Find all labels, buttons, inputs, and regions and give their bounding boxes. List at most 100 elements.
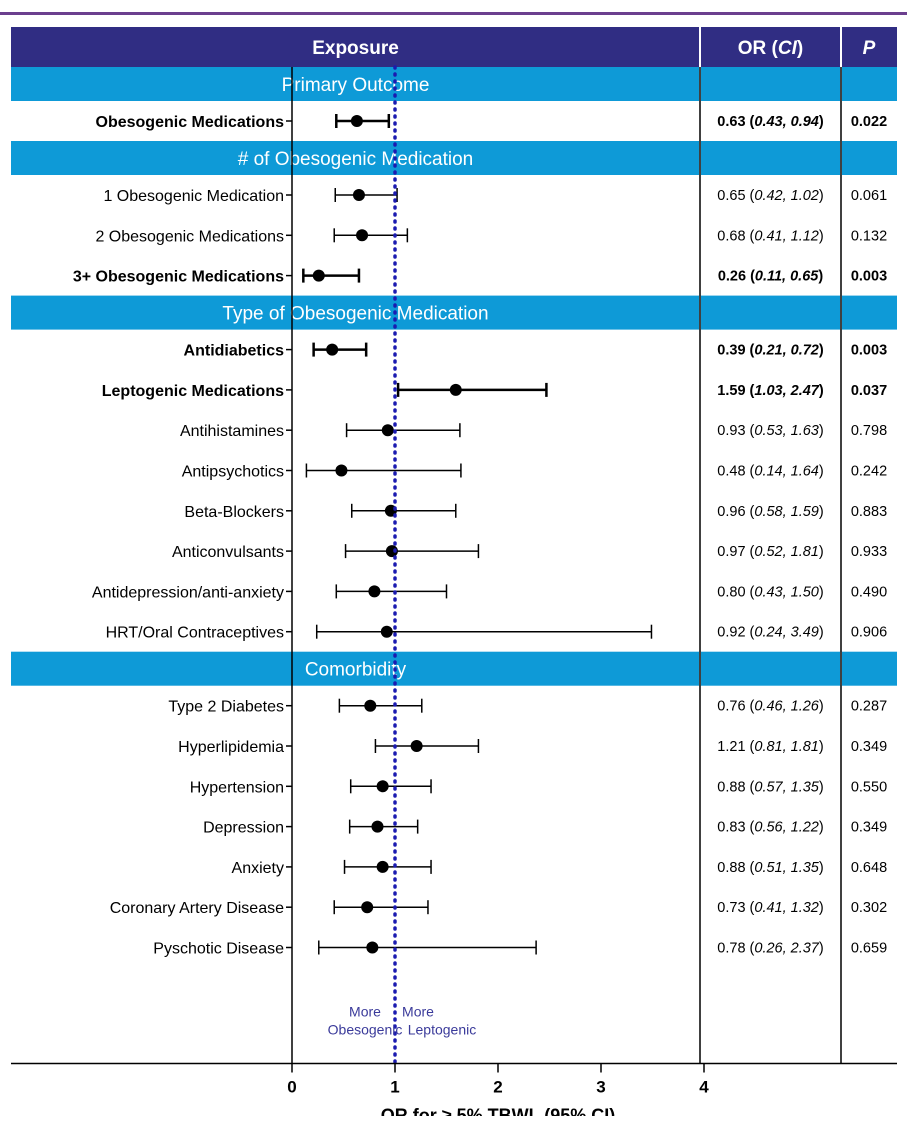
x-tick-label: 1 bbox=[390, 1078, 399, 1097]
p-value: 0.003 bbox=[851, 269, 887, 285]
header-or-ci: OR (CI) bbox=[738, 38, 803, 59]
ci-close: ) bbox=[819, 188, 824, 204]
row-label: Anxiety bbox=[232, 860, 284, 877]
ci-value: 0.24, 3.49 bbox=[754, 625, 819, 641]
section-header-bar bbox=[11, 295, 897, 330]
ci-close: ) bbox=[819, 544, 824, 560]
ci-open: ( bbox=[746, 739, 755, 755]
header-ci: CI bbox=[778, 38, 798, 59]
or-value: 1.59 bbox=[717, 383, 745, 399]
or-ci-value: 0.96 (0.58, 1.59) bbox=[717, 504, 823, 520]
ci-value: 0.51, 1.35 bbox=[754, 860, 819, 876]
ci-open: ( bbox=[746, 779, 755, 795]
x-tick-label: 2 bbox=[493, 1078, 502, 1097]
header-or-suffix: ) bbox=[797, 38, 803, 59]
section-title: Comorbidity bbox=[305, 660, 407, 681]
ci-value: 0.57, 1.35 bbox=[754, 779, 819, 795]
point-estimate bbox=[449, 383, 462, 396]
ci-open: ( bbox=[746, 941, 755, 957]
point-estimate bbox=[356, 229, 369, 242]
ci-value: 0.26, 2.37 bbox=[754, 941, 819, 957]
p-value: 0.132 bbox=[851, 228, 887, 244]
p-value: 0.349 bbox=[851, 820, 887, 836]
p-value: 0.648 bbox=[851, 860, 887, 876]
or-value: 0.83 bbox=[717, 820, 745, 836]
annotation-more-obesogenic: More bbox=[349, 1004, 381, 1020]
x-tick-label: 0 bbox=[287, 1078, 296, 1097]
ci-close: ) bbox=[819, 423, 824, 439]
annotation-more-obesogenic: Obesogenic bbox=[328, 1022, 403, 1038]
or-value: 0.39 bbox=[717, 343, 745, 359]
or-value: 0.97 bbox=[717, 544, 745, 560]
x-tick-label: 3 bbox=[596, 1078, 605, 1097]
ci-close: ) bbox=[819, 941, 824, 957]
top-rule bbox=[0, 12, 907, 15]
section-title: # of Obesogenic Medication bbox=[238, 149, 474, 170]
row-label: Hyperlipidemia bbox=[178, 739, 284, 756]
ci-value: 1.03, 2.47 bbox=[754, 383, 819, 399]
or-ci-value: 0.83 (0.56, 1.22) bbox=[717, 820, 823, 836]
or-ci-value: 0.80 (0.43, 1.50) bbox=[717, 584, 823, 600]
point-estimate bbox=[366, 941, 379, 954]
point-estimate bbox=[364, 699, 377, 712]
row-label: Antidiabetics bbox=[184, 343, 285, 360]
or-value: 0.96 bbox=[717, 504, 745, 520]
header-p: P bbox=[863, 38, 876, 59]
p-value: 0.287 bbox=[851, 699, 887, 715]
or-value: 0.65 bbox=[717, 188, 745, 204]
ci-open: ( bbox=[746, 544, 755, 560]
section-header-bar bbox=[11, 67, 897, 101]
ci-value: 0.52, 1.81 bbox=[754, 544, 819, 560]
row-label: Pyschotic Disease bbox=[153, 941, 284, 958]
ci-close: ) bbox=[819, 739, 824, 755]
or-ci-value: 0.65 (0.42, 1.02) bbox=[717, 188, 823, 204]
point-estimate bbox=[381, 424, 394, 437]
or-ci-value: 1.59 (1.03, 2.47) bbox=[717, 383, 824, 399]
ci-open: ( bbox=[746, 228, 755, 244]
ci-value: 0.11, 0.65 bbox=[755, 269, 819, 285]
ci-value: 0.46, 1.26 bbox=[754, 699, 819, 715]
ci-open: ( bbox=[746, 269, 755, 285]
or-ci-value: 0.92 (0.24, 3.49) bbox=[717, 625, 823, 641]
header-or-prefix: OR ( bbox=[738, 38, 779, 59]
point-estimate bbox=[376, 780, 389, 793]
or-value: 0.26 bbox=[718, 269, 746, 285]
or-ci-value: 0.63 (0.43, 0.94) bbox=[717, 114, 824, 130]
or-ci-value: 0.68 (0.41, 1.12) bbox=[717, 228, 823, 244]
p-value: 0.550 bbox=[851, 779, 887, 795]
ci-close: ) bbox=[819, 900, 824, 916]
x-axis-label: OR for ≥ 5% TBWL (95% CI) bbox=[381, 1106, 616, 1117]
or-value: 0.80 bbox=[717, 584, 745, 600]
ci-close: ) bbox=[819, 383, 824, 399]
ci-value: 0.81, 1.81 bbox=[754, 739, 819, 755]
or-ci-value: 0.97 (0.52, 1.81) bbox=[717, 544, 823, 560]
row-label: Hypertension bbox=[190, 779, 284, 796]
point-estimate bbox=[385, 545, 398, 558]
or-value: 0.63 bbox=[717, 114, 745, 130]
p-value: 0.061 bbox=[851, 188, 887, 204]
ci-close: ) bbox=[819, 228, 824, 244]
point-estimate bbox=[361, 901, 374, 914]
section-header-bar bbox=[11, 651, 897, 686]
or-ci-value: 0.26 (0.11, 0.65) bbox=[718, 269, 824, 285]
ci-value: 0.21, 0.72 bbox=[754, 343, 819, 359]
ci-close: ) bbox=[819, 343, 824, 359]
ci-value: 0.58, 1.59 bbox=[754, 504, 819, 520]
ci-open: ( bbox=[746, 584, 755, 600]
point-estimate bbox=[312, 269, 325, 282]
ci-value: 0.41, 1.32 bbox=[754, 900, 819, 916]
ci-open: ( bbox=[746, 383, 755, 399]
annotation-more-leptogenic: More bbox=[402, 1004, 434, 1020]
point-estimate bbox=[352, 189, 365, 201]
point-estimate bbox=[326, 343, 339, 356]
p-value: 0.302 bbox=[851, 900, 887, 916]
ci-close: ) bbox=[819, 584, 824, 600]
ci-open: ( bbox=[746, 860, 755, 876]
p-value: 0.933 bbox=[851, 544, 887, 560]
row-label: 1 Obesogenic Medication bbox=[103, 188, 284, 205]
row-label: HRT/Oral Contraceptives bbox=[106, 625, 284, 642]
or-value: 0.93 bbox=[717, 423, 745, 439]
p-value: 0.242 bbox=[851, 464, 887, 480]
